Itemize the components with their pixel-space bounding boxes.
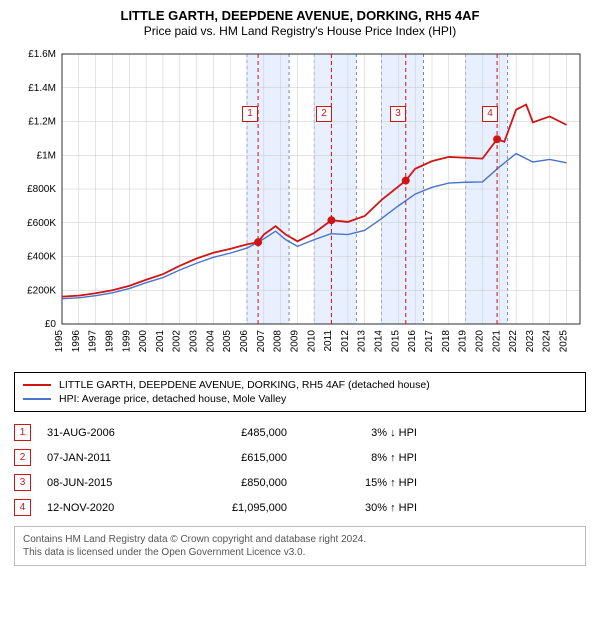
chart-title: LITTLE GARTH, DEEPDENE AVENUE, DORKING, … — [0, 0, 600, 24]
sale-date: 07-JAN-2011 — [47, 452, 167, 464]
svg-text:2006: 2006 — [239, 330, 250, 353]
svg-text:£1M: £1M — [37, 150, 56, 161]
svg-text:£1.4M: £1.4M — [28, 83, 56, 94]
svg-text:£1.6M: £1.6M — [28, 49, 56, 60]
svg-text:2011: 2011 — [323, 330, 334, 352]
svg-text:£0: £0 — [45, 319, 57, 330]
svg-text:2007: 2007 — [256, 330, 267, 353]
legend-item: LITTLE GARTH, DEEPDENE AVENUE, DORKING, … — [23, 378, 577, 392]
legend-swatch — [23, 398, 51, 400]
svg-text:2003: 2003 — [189, 330, 200, 353]
svg-text:2009: 2009 — [289, 330, 300, 353]
svg-text:2004: 2004 — [205, 330, 216, 353]
legend-label: LITTLE GARTH, DEEPDENE AVENUE, DORKING, … — [59, 379, 430, 391]
attribution-line: Contains HM Land Registry data © Crown c… — [23, 533, 577, 546]
svg-text:1998: 1998 — [104, 330, 115, 353]
sale-delta: 3% ↓ HPI — [287, 427, 417, 439]
svg-text:2012: 2012 — [340, 330, 351, 353]
svg-text:£1.2M: £1.2M — [28, 117, 56, 128]
svg-text:2020: 2020 — [474, 330, 485, 353]
sales-row: 2 07-JAN-2011£615,0008% ↑ HPI — [14, 445, 586, 470]
sale-price: £850,000 — [167, 477, 287, 489]
sale-delta: 15% ↑ HPI — [287, 477, 417, 489]
svg-text:2019: 2019 — [458, 330, 469, 353]
sales-row: 1 31-AUG-2006£485,0003% ↓ HPI — [14, 420, 586, 445]
chart-sale-marker-icon: 4 — [482, 106, 498, 122]
chart-area: £0 £200K £400K £600K £800K £1M £1.2M £1.4M £1.6M… — [10, 44, 590, 364]
legend-box: LITTLE GARTH, DEEPDENE AVENUE, DORKING, … — [14, 372, 586, 412]
svg-text:2010: 2010 — [306, 330, 317, 353]
svg-text:1999: 1999 — [121, 330, 132, 353]
sale-price: £615,000 — [167, 452, 287, 464]
svg-text:2002: 2002 — [172, 330, 183, 353]
legend-swatch — [23, 384, 51, 386]
sale-marker-icon: 1 — [14, 424, 31, 441]
sale-date: 08-JUN-2015 — [47, 477, 167, 489]
svg-text:2013: 2013 — [357, 330, 368, 353]
svg-text:1995: 1995 — [54, 330, 65, 353]
sales-table: 1 31-AUG-2006£485,0003% ↓ HPI 2 07-JAN-2011… — [14, 420, 586, 520]
sales-row: 4 12-NOV-2020£1,095,00030% ↑ HPI — [14, 495, 586, 520]
chart-sale-marker-icon: 1 — [242, 106, 258, 122]
sales-row: 3 08-JUN-2015£850,00015% ↑ HPI — [14, 470, 586, 495]
attribution-box: Contains HM Land Registry data © Crown c… — [14, 526, 586, 566]
svg-text:2001: 2001 — [155, 330, 166, 353]
svg-text:2018: 2018 — [441, 330, 452, 353]
svg-text:2017: 2017 — [424, 330, 435, 353]
svg-text:2008: 2008 — [273, 330, 284, 353]
svg-text:£800K: £800K — [27, 184, 56, 195]
line-chart-svg: £0 £200K £400K £600K £800K £1M £1.2M £1.4M £1.6M… — [10, 44, 590, 364]
svg-text:£200K: £200K — [27, 285, 56, 296]
svg-text:2021: 2021 — [491, 330, 502, 353]
svg-text:2024: 2024 — [542, 330, 553, 353]
chart-subtitle: Price paid vs. HM Land Registry's House … — [0, 24, 600, 44]
sale-marker-icon: 4 — [14, 499, 31, 516]
sale-marker-icon: 3 — [14, 474, 31, 491]
sale-delta: 30% ↑ HPI — [287, 502, 417, 514]
svg-text:2016: 2016 — [407, 330, 418, 353]
sale-marker-icon: 2 — [14, 449, 31, 466]
svg-text:£400K: £400K — [27, 252, 56, 263]
chart-sale-marker-icon: 2 — [316, 106, 332, 122]
legend-label: HPI: Average price, detached house, Mole… — [59, 393, 286, 405]
svg-text:2023: 2023 — [525, 330, 536, 353]
sale-date: 31-AUG-2006 — [47, 427, 167, 439]
attribution-line: This data is licensed under the Open Gov… — [23, 546, 577, 559]
sale-price: £1,095,000 — [167, 502, 287, 514]
sale-price: £485,000 — [167, 427, 287, 439]
svg-text:2000: 2000 — [138, 330, 149, 353]
svg-text:2005: 2005 — [222, 330, 233, 353]
sale-date: 12-NOV-2020 — [47, 502, 167, 514]
svg-text:1997: 1997 — [88, 330, 99, 353]
svg-text:2025: 2025 — [559, 330, 570, 353]
svg-text:1996: 1996 — [71, 330, 82, 353]
svg-text:£600K: £600K — [27, 218, 56, 229]
svg-text:2022: 2022 — [508, 330, 519, 353]
chart-sale-marker-icon: 3 — [390, 106, 406, 122]
legend-item: HPI: Average price, detached house, Mole… — [23, 392, 577, 406]
svg-text:2015: 2015 — [390, 330, 401, 353]
svg-text:2014: 2014 — [374, 330, 385, 353]
sale-delta: 8% ↑ HPI — [287, 452, 417, 464]
